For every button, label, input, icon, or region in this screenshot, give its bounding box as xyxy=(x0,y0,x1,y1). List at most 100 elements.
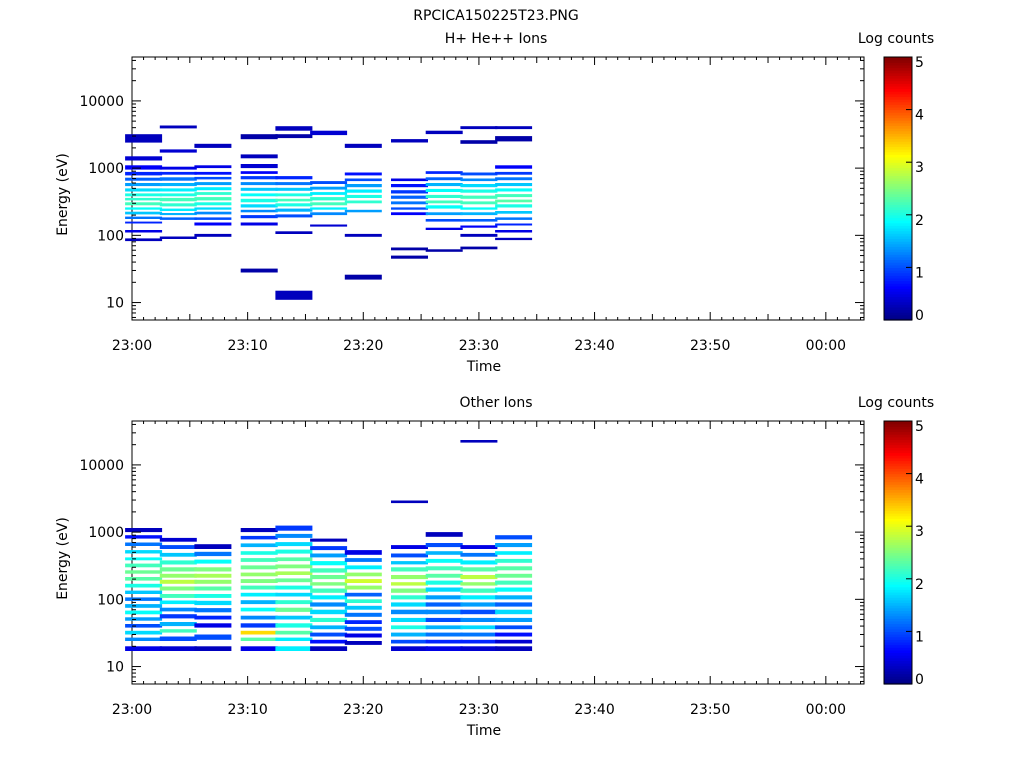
heatmap-cell xyxy=(344,233,382,237)
heatmap-cell xyxy=(159,236,197,239)
heatmap-cell xyxy=(391,139,428,143)
heatmap-cell xyxy=(310,595,348,600)
heatmap-cell xyxy=(310,197,348,201)
colorbar-segment xyxy=(884,468,912,472)
heatmap-cell xyxy=(460,207,498,210)
heatmap-cell xyxy=(460,595,498,600)
heatmap-cell xyxy=(194,623,232,628)
heatmap-cell xyxy=(344,579,382,583)
heatmap-cell xyxy=(240,579,278,583)
colorbar-segment xyxy=(884,277,912,282)
colorbar-segment xyxy=(884,652,912,656)
heatmap-cell xyxy=(125,188,163,192)
heatmap-cell xyxy=(495,535,533,540)
colorbar-segment xyxy=(884,649,912,654)
heatmap-cell xyxy=(391,639,428,644)
heatmap-cell xyxy=(495,177,533,181)
heatmap-cell xyxy=(425,587,463,592)
heatmap-cell xyxy=(194,176,232,180)
heatmap-cell xyxy=(159,213,197,216)
y-tick-label: 10000 xyxy=(79,94,124,110)
heatmap-cell xyxy=(275,198,313,202)
colorbar-segment xyxy=(884,681,912,685)
colorbar-segment xyxy=(884,217,912,221)
heatmap-cell xyxy=(159,573,197,578)
heatmap-cell xyxy=(159,193,197,197)
heatmap-cell xyxy=(460,140,498,144)
colorbar-segment xyxy=(884,117,912,121)
heatmap-cell xyxy=(391,575,428,580)
x-tick-label: 23:40 xyxy=(574,338,614,354)
heatmap-cell xyxy=(425,219,463,222)
colorbar-segment xyxy=(884,78,912,82)
colorbar-segment xyxy=(884,478,912,483)
heatmap-cell xyxy=(240,182,278,186)
heatmap-cell xyxy=(125,590,163,594)
heatmap-cell xyxy=(125,583,163,588)
colorbar-segment xyxy=(884,536,912,540)
heatmap-cell xyxy=(275,623,313,628)
heatmap-cell xyxy=(344,599,382,603)
colorbar-segment xyxy=(884,576,912,580)
colorbar-segment xyxy=(884,83,912,87)
colorbar-segment xyxy=(884,201,912,205)
heatmap-cell xyxy=(344,178,382,182)
colorbar-segment xyxy=(884,641,912,646)
heatmap-cell xyxy=(425,617,463,622)
heatmap-cell xyxy=(344,605,382,610)
heatmap-cell xyxy=(391,567,428,572)
heatmap-cell xyxy=(495,617,533,622)
heatmap-cell xyxy=(125,211,163,215)
heatmap-cell xyxy=(240,607,278,612)
x-tick-label: 23:20 xyxy=(343,338,383,354)
colorbar-segment xyxy=(884,568,912,572)
colorbar-segment xyxy=(884,130,912,134)
colorbar-segment xyxy=(884,612,912,617)
colorbar-segment xyxy=(884,288,912,292)
colorbar-segment xyxy=(884,452,912,456)
colorbar-segment xyxy=(884,309,912,313)
colorbar-segment xyxy=(884,143,912,148)
colorbar: 0 1 2 3 4 5 Log counts xyxy=(858,395,934,688)
heatmap-cell xyxy=(425,602,463,607)
heatmap-cell xyxy=(310,561,348,566)
heatmap-cell xyxy=(125,542,163,546)
heatmap-cell xyxy=(125,610,163,615)
heatmap-cell xyxy=(194,615,232,620)
colorbar-segment xyxy=(884,170,912,174)
heatmap-cell xyxy=(344,585,382,590)
colorbar-segment xyxy=(884,492,912,496)
colorbar-segment xyxy=(884,180,912,184)
colorbar-segment xyxy=(884,270,912,274)
heatmap-cell xyxy=(310,588,348,593)
colorbar-segment xyxy=(884,243,912,247)
heatmap-cell xyxy=(310,639,348,644)
colorbar-segment xyxy=(884,114,912,119)
heatmap-cell xyxy=(425,130,463,135)
colorbar-segment xyxy=(884,183,912,187)
colorbar-segment xyxy=(884,676,912,680)
colorbar-segment xyxy=(884,254,912,258)
heatmap-cell xyxy=(125,134,163,143)
heatmap-cell xyxy=(495,573,533,578)
heatmap-cell xyxy=(275,203,313,207)
heatmap-cell xyxy=(425,609,463,615)
colorbar-segment xyxy=(884,599,912,604)
heatmap-cell xyxy=(495,136,533,142)
colorbar-segment xyxy=(884,634,912,638)
heatmap-cell xyxy=(460,195,498,199)
heatmap-cell xyxy=(275,208,313,212)
heatmap-cell xyxy=(159,188,197,192)
heatmap-cell xyxy=(310,575,348,580)
colorbar-segment xyxy=(884,241,912,245)
colorbar-segment xyxy=(884,586,912,590)
panel-title: H+ He++ Ions xyxy=(445,31,548,47)
heatmap-cell xyxy=(310,207,348,210)
heatmap-cell xyxy=(240,646,278,651)
heatmap-cell xyxy=(194,634,232,640)
colorbar-segment xyxy=(884,518,912,522)
colorbar-segment xyxy=(884,497,912,501)
heatmap-cell xyxy=(460,632,498,637)
heatmap-cell xyxy=(460,189,498,193)
colorbar-segment xyxy=(884,106,912,111)
